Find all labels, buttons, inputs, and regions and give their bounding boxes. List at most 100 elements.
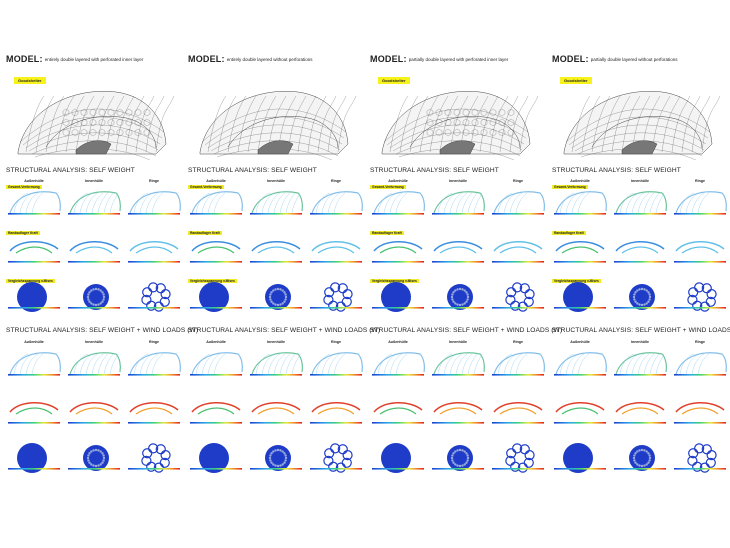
plot-cell	[554, 191, 607, 312]
plot-cell	[492, 191, 545, 312]
row-label: Vergleichsspannung v.Mises	[6, 279, 55, 283]
column-header: Innenhülle	[267, 340, 285, 344]
column-header: Ringe	[149, 340, 159, 344]
row-label: Gesamt-Verformung	[552, 185, 588, 189]
section-title-wind: STRUCTURAL ANALYSIS: SELF WEIGHT + WIND …	[370, 327, 563, 334]
self-weight-analysis-grid: Außenhülle Innenhülle Ringe Gesamt-Verformu…	[6, 177, 184, 327]
model-render	[381, 91, 539, 160]
model-column: MODEL: partially double layered with perf…	[370, 50, 562, 490]
plot-cell	[614, 191, 667, 310]
section-title-self-weight: STRUCTURAL ANALYSIS: SELF WEIGHT	[370, 167, 499, 174]
plot-cell	[250, 191, 303, 310]
analysis-plots	[554, 352, 727, 473]
plot-cell	[432, 191, 485, 310]
plot-cell	[8, 191, 61, 312]
column-header: Innenhülle	[267, 179, 285, 183]
model-render	[17, 91, 175, 160]
model-title: MODEL: partially double layered without p…	[552, 54, 678, 64]
plot-cell	[68, 191, 121, 310]
column-header: Außenhülle	[206, 179, 226, 183]
section-title-wind: STRUCTURAL ANALYSIS: SELF WEIGHT + WIND …	[6, 327, 199, 334]
model-description: entirely double layered without perforat…	[226, 57, 313, 62]
column-header: Innenhülle	[85, 340, 103, 344]
column-header: Ringe	[331, 179, 341, 183]
highlight-tag: Goodshelter	[560, 77, 592, 84]
plot-cell	[310, 191, 363, 312]
column-header: Außenhülle	[206, 340, 226, 344]
column-header: Innenhülle	[631, 179, 649, 183]
column-header: Außenhülle	[388, 179, 408, 183]
analysis-plots	[372, 352, 545, 473]
section-title-wind: STRUCTURAL ANALYSIS: SELF WEIGHT + WIND …	[188, 327, 381, 334]
wind-analysis-grid: Außenhülle Innenhülle Ringe	[552, 338, 730, 488]
model-render	[199, 91, 357, 160]
plot-cell	[190, 352, 243, 473]
model-label: MODEL:	[370, 54, 407, 64]
model-title: MODEL: partially double layered with perf…	[370, 54, 508, 64]
row-label: Vergleichsspannung v.Mises	[552, 279, 601, 283]
model-description: partially double layered without perfora…	[590, 57, 678, 62]
plot-cell	[674, 352, 727, 473]
column-header: Ringe	[149, 179, 159, 183]
row-label: Randauflager Kraft	[188, 231, 222, 235]
column-header: Außenhülle	[570, 340, 590, 344]
plot-cell	[128, 191, 181, 312]
row-label: Gesamt-Verformung	[6, 185, 42, 189]
self-weight-analysis-grid: Außenhülle Innenhülle Ringe Gesamt-Verformu…	[188, 177, 366, 327]
model-title: MODEL: entirely double layered with perfo…	[6, 54, 143, 64]
analysis-plots	[8, 352, 181, 473]
row-label: Vergleichsspannung v.Mises	[370, 279, 419, 283]
row-label: Gesamt-Verformung	[188, 185, 224, 189]
column-header: Innenhülle	[85, 179, 103, 183]
plot-cell	[310, 352, 363, 473]
plot-cell	[190, 191, 243, 312]
column-header: Innenhülle	[449, 340, 467, 344]
row-label: Randauflager Kraft	[552, 231, 586, 235]
self-weight-analysis-grid: Außenhülle Innenhülle Ringe Gesamt-Verformu…	[370, 177, 548, 327]
model-description: entirely double layered with perforated …	[44, 57, 144, 62]
plot-cell	[554, 352, 607, 473]
wind-analysis-grid: Außenhülle Innenhülle Ringe	[370, 338, 548, 488]
wind-analysis-grid: Außenhülle Innenhülle Ringe	[188, 338, 366, 488]
column-header: Ringe	[331, 340, 341, 344]
section-title-self-weight: STRUCTURAL ANALYSIS: SELF WEIGHT	[6, 167, 135, 174]
plot-cell	[614, 352, 667, 471]
model-column: MODEL: entirely double layered without pe…	[188, 50, 380, 490]
row-label: Gesamt-Verformung	[370, 185, 406, 189]
model-title: MODEL: entirely double layered without pe…	[188, 54, 313, 64]
analysis-plots	[8, 191, 181, 312]
column-header: Außenhülle	[570, 179, 590, 183]
model-description: partially double layered with perforated…	[408, 57, 509, 62]
section-title-self-weight: STRUCTURAL ANALYSIS: SELF WEIGHT	[188, 167, 317, 174]
plot-cell	[372, 352, 425, 473]
column-header: Ringe	[513, 340, 523, 344]
model-column: MODEL: partially double layered without p…	[552, 50, 730, 490]
plot-cell	[674, 191, 727, 312]
section-title-self-weight: STRUCTURAL ANALYSIS: SELF WEIGHT	[552, 167, 681, 174]
model-render	[563, 91, 721, 160]
column-header: Außenhülle	[24, 340, 44, 344]
plot-cell	[432, 352, 485, 471]
plot-cell	[128, 352, 181, 473]
analysis-plots	[372, 191, 545, 312]
column-header: Innenhülle	[631, 340, 649, 344]
row-label: Randauflager Kraft	[6, 231, 40, 235]
analysis-plots	[554, 191, 727, 312]
column-header: Außenhülle	[388, 340, 408, 344]
plot-cell	[250, 352, 303, 471]
column-header: Außenhülle	[24, 179, 44, 183]
column-header: Innenhülle	[449, 179, 467, 183]
highlight-tag: Goodshelter	[14, 77, 46, 84]
model-label: MODEL:	[188, 54, 225, 64]
column-header: Ringe	[695, 179, 705, 183]
analysis-plots	[190, 352, 363, 473]
column-header: Ringe	[513, 179, 523, 183]
model-label: MODEL:	[6, 54, 43, 64]
plot-cell	[8, 352, 61, 473]
model-label: MODEL:	[552, 54, 589, 64]
section-title-wind: STRUCTURAL ANALYSIS: SELF WEIGHT + WIND …	[552, 327, 730, 334]
row-label: Vergleichsspannung v.Mises	[188, 279, 237, 283]
highlight-tag: Goodshelter	[378, 77, 410, 84]
self-weight-analysis-grid: Außenhülle Innenhülle Ringe Gesamt-Verformu…	[552, 177, 730, 327]
